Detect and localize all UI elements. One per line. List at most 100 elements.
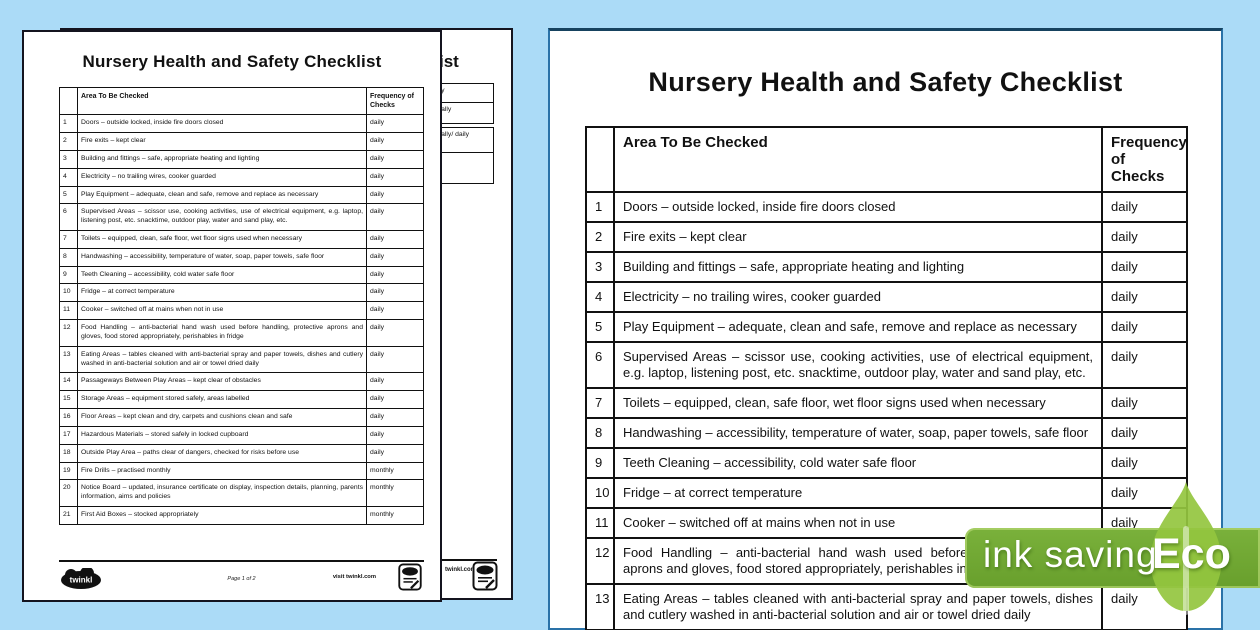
checklist-cell-area: Outside Play Area – paths clear of dange… [77, 443, 367, 463]
checklist-cell-num: 2 [585, 221, 615, 253]
checklist-cell-num: 20 [59, 479, 78, 508]
checklist-cell-freq: daily [366, 203, 424, 231]
checklist-cell-area: Eating Areas – tables cleaned with anti-… [613, 583, 1103, 630]
checklist-row: 4 Electricity – no trailing wires, cooker… [59, 167, 424, 187]
checklist-cell-num: 15 [59, 390, 78, 410]
footer-divider [59, 560, 424, 562]
checklist-row: 3 Building and fittings – safe, appropria… [585, 251, 1188, 283]
table-header-row: Area To Be Checked Frequency of Checks [59, 86, 424, 116]
document-title: Nursery Health and Safety Checklist [648, 67, 1123, 97]
checklist-cell-num: 11 [585, 507, 615, 539]
checklist-row: 14 Passageways Between Play Areas – kept … [59, 372, 424, 392]
checklist-row: 13 Eating Areas – tables cleaned with ant… [585, 583, 1188, 630]
checklist-row: 4 Electricity – no trailing wires, cooker… [585, 281, 1188, 313]
checklist-row: 10 Fridge – at correct temperature daily [585, 477, 1188, 509]
document-title: Nursery Health and Safety Checklist [82, 52, 382, 71]
checklist-cell-area: Passageways Between Play Areas – kept cl… [77, 372, 367, 392]
checklist-cell-num: 10 [585, 477, 615, 509]
checklist-cell-area: Handwashing – accessibility, temperature… [613, 417, 1103, 449]
checklist-cell-area: Toilets – equipped, clean, safe floor, w… [77, 229, 367, 249]
checklist-row: 9 Teeth Cleaning – accessibility, cold wa… [59, 265, 424, 285]
checklist-cell-freq: daily [1101, 447, 1188, 479]
checklist-cell-freq: daily [366, 265, 424, 285]
checklist-row: 16 Floor Areas – kept clean and dry, carp… [59, 408, 424, 427]
leaf-stem [1183, 526, 1189, 615]
checklist-cell-num: 5 [59, 185, 78, 205]
checklist-cell-num: 17 [59, 425, 78, 445]
checklist-row: 1 Doors – outside locked, inside fire doo… [585, 191, 1188, 223]
checklist-cell-num: 8 [585, 417, 615, 449]
checklist-row: 9 Teeth Cleaning – accessibility, cold wa… [585, 447, 1188, 479]
checklist-row: 5 Play Equipment – adequate, clean and sa… [59, 185, 424, 205]
twinkl-quality-stamp-icon [472, 561, 498, 591]
checklist-cell-num: 3 [585, 251, 615, 283]
checklist-cell-freq: daily [366, 319, 424, 347]
checklist-cell-freq: daily [1101, 221, 1188, 253]
checklist-cell-freq: daily [366, 390, 424, 410]
checklist-row: 6 Supervised Areas – scissor use, cooking… [59, 203, 424, 231]
checklist-cell-freq: monthly [366, 479, 424, 508]
checklist-cell-area: First Aid Boxes – stocked appropriately [77, 506, 367, 525]
checklist-row: 2 Fire exits – kept clear daily [585, 221, 1188, 253]
checklist-row: 8 Handwashing – accessibility, temperatur… [585, 417, 1188, 449]
page-number-label: Page 1 of 2 [227, 576, 256, 582]
checklist-cell-num: 12 [585, 537, 615, 585]
checklist-cell-num: 7 [59, 229, 78, 249]
checklist-row: 21 First Aid Boxes – stocked appropriatel… [59, 506, 424, 525]
checklist-cell-area: Handwashing – accessibility, temperature… [77, 247, 367, 267]
checklist-cell-area: Supervised Areas – scissor use, cooking … [613, 341, 1103, 389]
checklist-cell-freq: daily [1101, 417, 1188, 449]
checklist-cell-freq: daily [366, 345, 424, 374]
checklist-cell-area: Teeth Cleaning – accessibility, cold wat… [77, 265, 367, 285]
checklist-cell-num: 3 [59, 149, 78, 169]
checklist-cell-area: Eating Areas – tables cleaned with anti-… [77, 345, 367, 374]
checklist-cell-area: Doors – outside locked, inside fire door… [77, 114, 367, 134]
checklist-row: 7 Toilets – equipped, clean, safe floor, … [585, 387, 1188, 419]
twinkl-logo: twinkl [61, 568, 101, 589]
checklist-cell-area: Floor Areas – kept clean and dry, carpet… [77, 408, 367, 427]
checklist-cell-freq: daily [1101, 311, 1188, 343]
checklist-row: 1 Doors – outside locked, inside fire doo… [59, 114, 424, 134]
checklist-cell-area: Food Handling – anti-bacterial hand wash… [77, 319, 367, 347]
checklist-cell-area: Play Equipment – adequate, clean and saf… [77, 185, 367, 205]
checklist-cell-freq: daily [366, 283, 424, 303]
number-column-header [59, 86, 78, 116]
checklist-cell-freq: daily [366, 185, 424, 205]
checklist-row: 15 Storage Areas – equipment stored safel… [59, 390, 424, 410]
eco-leaf-icon [1150, 482, 1222, 611]
checklist-cell-freq: daily [1101, 341, 1188, 389]
checklist-cell-area: Building and fittings – safe, appropriat… [613, 251, 1103, 283]
checklist-row: 13 Eating Areas – tables cleaned with ant… [59, 345, 424, 374]
checklist-row: 17 Hazardous Materials – stored safely in… [59, 425, 424, 445]
svg-text:twinkl: twinkl [70, 576, 93, 585]
document-page-1: Nursery Health and Safety Checklist Area… [22, 30, 442, 602]
checklist-cell-area: Cooker – switched off at mains when not … [613, 507, 1103, 539]
checklist-cell-num: 6 [59, 203, 78, 231]
checklist-cell-num: 4 [585, 281, 615, 313]
page2-visit-link-text: twinkl.com [445, 567, 477, 573]
checklist-cell-num: 10 [59, 283, 78, 303]
checklist-cell-freq: daily [1101, 387, 1188, 419]
checklist-cell-area: Fridge – at correct temperature [613, 477, 1103, 509]
checklist-cell-freq: daily [366, 408, 424, 427]
checklist-cell-num: 18 [59, 443, 78, 463]
checklist-cell-freq: daily [366, 167, 424, 187]
checklist-cell-num: 5 [585, 311, 615, 343]
area-column-header: Area To Be Checked [77, 86, 367, 116]
checklist-cell-freq: daily [366, 114, 424, 134]
checklist-cell-area: Hazardous Materials – stored safely in l… [77, 425, 367, 445]
checklist-cell-area: Play Equipment – adequate, clean and saf… [613, 311, 1103, 343]
checklist-cell-freq: daily [366, 229, 424, 249]
checklist-cell-freq: daily [366, 372, 424, 392]
checklist-cell-area: Fire exits – kept clear [77, 132, 367, 151]
table-header-row: Area To Be Checked Frequency of Checks [585, 126, 1188, 193]
checklist-row: 2 Fire exits – kept clear daily [59, 132, 424, 151]
checklist-cell-area: Fridge – at correct temperature [77, 283, 367, 303]
checklist-cell-area: Building and fittings – safe, appropriat… [77, 149, 367, 169]
checklist-cell-freq: monthly [366, 506, 424, 525]
checklist-cell-num: 13 [585, 583, 615, 630]
checklist-row: 7 Toilets – equipped, clean, safe floor, … [59, 229, 424, 249]
checklist-cell-num: 9 [585, 447, 615, 479]
checklist-cell-area: Doors – outside locked, inside fire door… [613, 191, 1103, 223]
checklist-cell-num: 9 [59, 265, 78, 285]
